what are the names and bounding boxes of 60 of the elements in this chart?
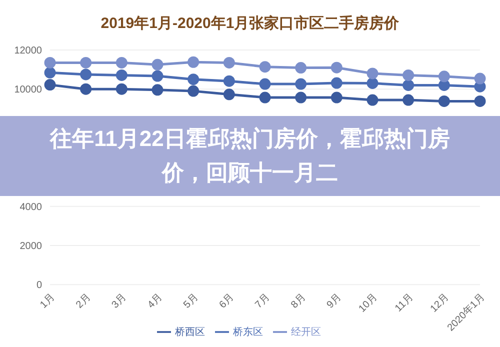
point xyxy=(295,62,307,74)
point xyxy=(116,83,128,95)
point xyxy=(259,61,271,73)
point xyxy=(438,70,450,82)
point xyxy=(152,58,164,70)
point xyxy=(80,56,92,68)
point xyxy=(402,79,414,91)
point xyxy=(295,78,307,90)
point xyxy=(438,95,450,107)
point xyxy=(295,92,307,104)
x-tick-label: 12月 xyxy=(428,292,452,315)
x-tick-label: 3月 xyxy=(110,292,129,311)
x-tick-label: 2月 xyxy=(74,292,93,311)
point xyxy=(366,68,378,80)
point xyxy=(330,62,342,74)
point xyxy=(80,68,92,80)
x-tick-label: 4月 xyxy=(146,292,165,311)
point xyxy=(223,75,235,87)
point xyxy=(223,56,235,68)
x-tick-label: 6月 xyxy=(218,292,236,311)
y-tick-label: 10000 xyxy=(14,84,42,96)
text-banner: 往年11月22日霍邱热门房价，霍邱热门房价，回顾十一月二 xyxy=(0,116,500,196)
y-tick-label: 12000 xyxy=(14,46,42,57)
x-tick-label: 8月 xyxy=(289,292,308,311)
point xyxy=(474,72,486,84)
x-tick-label: 10月 xyxy=(356,292,380,315)
x-tick-label: 1月 xyxy=(38,292,58,311)
y-tick-label: 0 xyxy=(36,280,42,292)
point xyxy=(188,74,200,86)
point xyxy=(259,78,271,90)
point xyxy=(366,77,378,89)
point xyxy=(402,94,414,106)
legend-label: 经开区 xyxy=(291,326,321,338)
point xyxy=(438,79,450,91)
point xyxy=(44,56,56,68)
y-tick-label: 4000 xyxy=(20,202,42,213)
x-tick-label: 9月 xyxy=(325,292,344,311)
point xyxy=(80,83,92,95)
x-tick-label: 7月 xyxy=(253,292,272,311)
point xyxy=(366,94,378,106)
point xyxy=(44,66,56,78)
point xyxy=(330,77,342,89)
point xyxy=(474,95,486,107)
point xyxy=(188,85,200,97)
point xyxy=(259,92,271,104)
legend-label: 桥西区 xyxy=(175,326,205,338)
legend-label: 桥东区 xyxy=(233,326,263,338)
point xyxy=(402,69,414,81)
point xyxy=(330,92,342,104)
point xyxy=(152,84,164,96)
point xyxy=(223,88,235,100)
y-tick-label: 2000 xyxy=(20,241,42,252)
x-tick-label: 11月 xyxy=(393,292,416,314)
point xyxy=(44,79,56,91)
point xyxy=(188,56,200,68)
x-tick-label: 5月 xyxy=(182,292,200,311)
point xyxy=(116,69,128,81)
point xyxy=(116,56,128,68)
chart-title: 2019年1月-2020年1月张家口市区二手房房价 xyxy=(100,14,400,34)
point xyxy=(152,70,164,82)
